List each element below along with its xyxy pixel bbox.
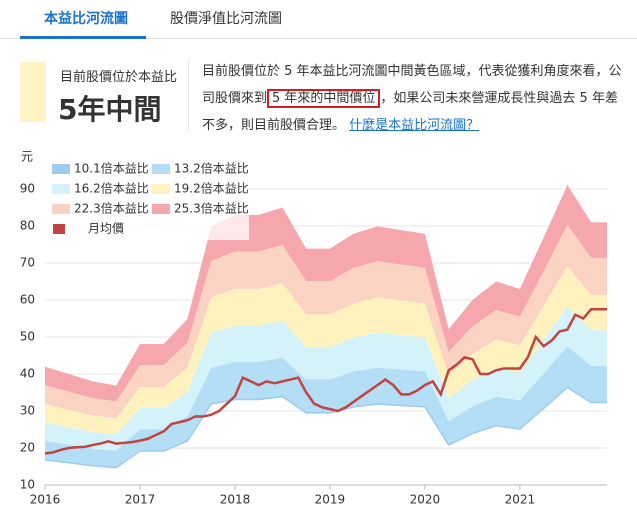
legend-label: 10.1倍本益比 [74, 161, 149, 176]
description-text: ，如果公司未來營運成長性與過去 5 年差不多，則目前股價合理。 [202, 91, 618, 133]
legend-label: 13.2倍本益比 [174, 161, 249, 176]
tab-divider [0, 38, 637, 39]
tab-active[interactable]: 本益比河流圖 [44, 11, 128, 27]
legend-swatch [52, 184, 70, 194]
y-tick-label: 70 [20, 256, 35, 270]
legend-label: 月均價 [88, 222, 124, 236]
legend-label: 19.2倍本益比 [174, 181, 249, 196]
price-line [44, 308, 607, 455]
x-tick-label: 2021 [505, 493, 536, 507]
summary-label: 目前股價位於本益比 [60, 70, 178, 85]
legend-swatch [53, 224, 65, 234]
river-band [45, 184, 607, 402]
legend-label: 25.3倍本益比 [174, 201, 249, 216]
description-text: 目前股價位於 5 年本益比河流圖中間黃色區域，代表從獲利角度來看，公司股價來到 [202, 64, 622, 106]
y-tick-label: 10 [20, 478, 35, 492]
separator [188, 60, 189, 130]
legend-swatch [152, 184, 170, 194]
tab-underline [20, 36, 146, 39]
y-tick-label: 50 [20, 330, 35, 344]
y-tick-label: 30 [20, 404, 35, 418]
help-link[interactable]: 什麼是本益比河流圖？ [349, 118, 480, 133]
y-tick-label: 20 [20, 441, 35, 455]
y-axis-label: 元 [21, 150, 33, 164]
river-base-line [44, 386, 607, 469]
legend-swatch [152, 204, 170, 214]
river-band [45, 266, 607, 435]
legend-swatch [52, 204, 70, 214]
river-band [45, 306, 607, 451]
x-tick-label: 2016 [30, 493, 61, 507]
river-band [45, 346, 607, 468]
summary-value: 5年中間 [58, 93, 162, 126]
legend-label: 22.3倍本益比 [74, 201, 149, 216]
y-tick-label: 60 [20, 293, 35, 307]
tab[interactable]: 股價淨值比河流圖 [170, 11, 282, 27]
y-tick-label: 40 [20, 367, 35, 381]
legend-swatch [152, 164, 170, 174]
river-band [45, 224, 607, 419]
x-tick-label: 2018 [220, 493, 251, 507]
legend-box [44, 158, 249, 240]
x-tick-label: 2017 [125, 493, 156, 507]
x-tick-label: 2019 [315, 493, 346, 507]
legend-label: 16.2倍本益比 [74, 181, 149, 196]
legend-swatch [52, 164, 70, 174]
y-tick-label: 80 [20, 219, 35, 233]
x-tick-label: 2020 [410, 493, 441, 507]
zone-swatch [20, 62, 46, 122]
highlight: 5 年來的中間價位 [267, 89, 381, 108]
y-tick-label: 90 [20, 182, 35, 196]
description: 目前股價位於 5 年本益比河流圖中間黃色區域，代表從獲利角度來看，公司股價來到 5… [202, 58, 630, 139]
